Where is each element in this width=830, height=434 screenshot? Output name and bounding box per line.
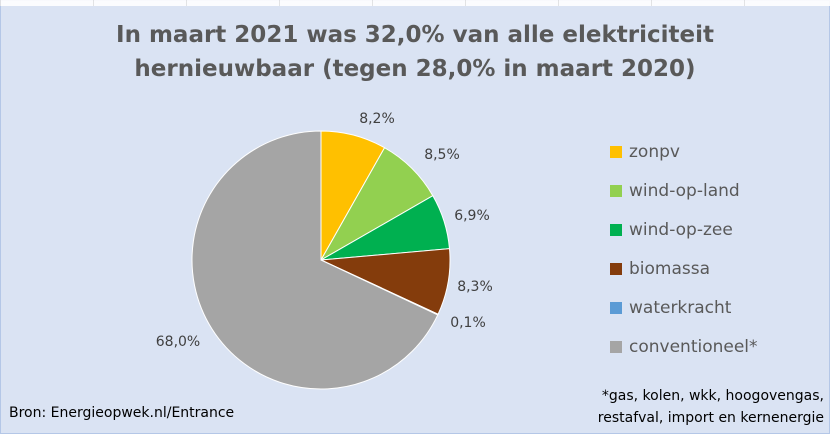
data-label-zonpv: 8,2% xyxy=(359,111,395,127)
data-label-wind-op-land: 8,5% xyxy=(424,147,460,163)
chart-title: In maart 2021 was 32,0% van alle elektri… xyxy=(0,18,830,86)
pie-slices xyxy=(191,130,451,390)
legend-swatch-zonpv xyxy=(610,145,622,158)
source-note: Bron: Energieopwek.nl/Entrance xyxy=(9,405,235,421)
legend-swatch-waterkracht xyxy=(610,301,622,314)
footnote: *gas, kolen, wkk, hoogovengas, restafval… xyxy=(598,385,824,429)
legend-label-conventioneel: conventioneel* xyxy=(629,336,758,357)
legend-label-zonpv: zonpv xyxy=(629,141,680,162)
legend-swatch-wind-op-land xyxy=(610,184,622,197)
legend-label-biomassa: biomassa xyxy=(629,258,711,279)
legend-label-waterkracht: waterkracht xyxy=(629,297,732,318)
legend: zonpv wind-op-land wind-op-zee biomassa wate… xyxy=(610,132,758,366)
legend-item-waterkracht: waterkracht xyxy=(610,288,758,327)
legend-item-biomassa: biomassa xyxy=(610,249,758,288)
spreadsheet-gridlines xyxy=(0,0,830,6)
legend-swatch-biomassa xyxy=(610,262,622,275)
pie-data-labels: 8,2% 8,5% 6,9% 8,3% 0,1% 68,0% xyxy=(156,111,493,350)
data-label-wind-op-zee: 6,9% xyxy=(454,208,490,224)
pie-slice-conventioneel xyxy=(191,130,439,390)
footnote-line-1: *gas, kolen, wkk, hoogovengas, xyxy=(601,388,824,404)
legend-label-wind-op-land: wind-op-land xyxy=(629,180,740,201)
data-label-conventioneel: 68,0% xyxy=(156,334,200,350)
legend-swatch-conventioneel xyxy=(610,340,622,353)
data-label-biomassa: 8,3% xyxy=(457,279,493,295)
footnote-line-2: restafval, import en kernenergie xyxy=(597,410,824,426)
legend-item-zonpv: zonpv xyxy=(610,132,758,171)
chart-title-line-1: In maart 2021 was 32,0% van alle elektri… xyxy=(116,22,714,48)
chart-title-line-2: hernieuwbaar (tegen 28,0% in maart 2020) xyxy=(134,56,696,82)
data-label-waterkracht: 0,1% xyxy=(450,315,486,331)
legend-label-wind-op-zee: wind-op-zee xyxy=(629,219,733,240)
legend-swatch-wind-op-zee xyxy=(610,223,622,236)
legend-item-wind-op-land: wind-op-land xyxy=(610,171,758,210)
legend-item-conventioneel: conventioneel* xyxy=(610,327,758,366)
legend-item-wind-op-zee: wind-op-zee xyxy=(610,210,758,249)
